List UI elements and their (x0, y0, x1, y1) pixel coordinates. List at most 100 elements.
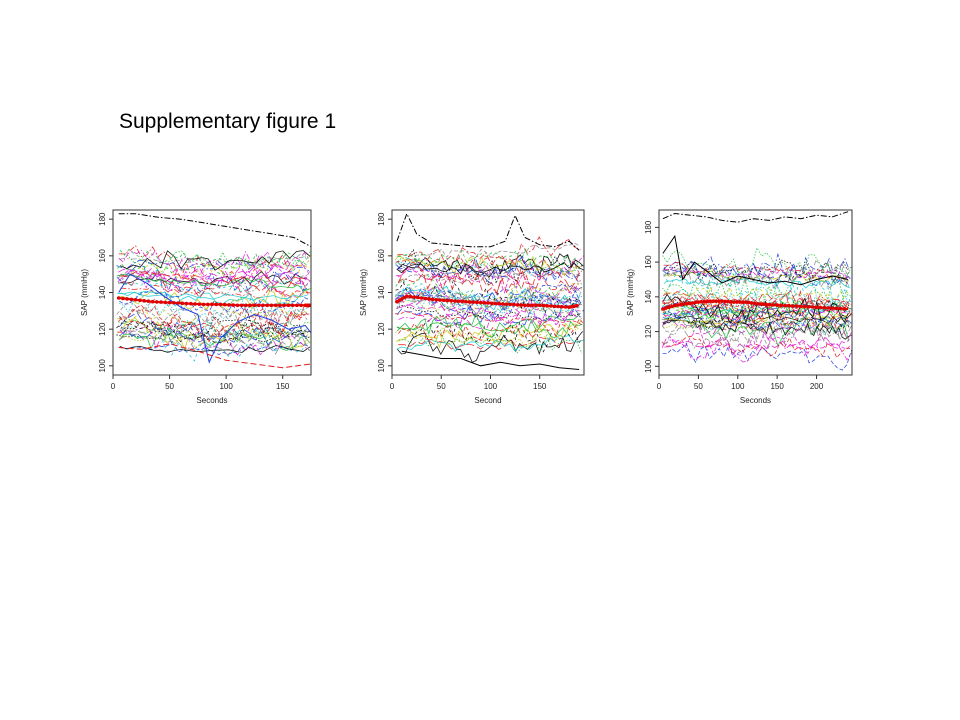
subject-series-line (394, 283, 583, 301)
mean-point (822, 305, 827, 310)
mean-point (159, 300, 163, 304)
mean-point (201, 302, 206, 307)
mean-point (445, 298, 450, 303)
mean-point (549, 304, 553, 308)
mean-point (193, 302, 197, 306)
mean-point (693, 300, 698, 305)
y-tick-label: 120 (377, 322, 386, 336)
mean-point (723, 299, 727, 304)
mean-point (667, 305, 671, 310)
highlighted-series-line (118, 343, 311, 369)
subject-series-line (116, 259, 310, 275)
mean-point (795, 304, 799, 308)
mean-point (456, 299, 461, 303)
subject-series-line (397, 242, 580, 259)
mean-point (423, 296, 427, 301)
subject-series-line (119, 293, 310, 330)
subject-series-line (395, 273, 580, 307)
mean-point (214, 302, 218, 307)
mean-point (412, 295, 416, 299)
subject-series-line (663, 265, 850, 289)
subject-series-line (664, 300, 851, 321)
subject-series-line (117, 326, 309, 345)
mean-point (408, 294, 413, 299)
subject-series-line (398, 329, 583, 354)
mean-point (755, 302, 760, 306)
mean-point (664, 306, 668, 310)
mean-point (783, 303, 787, 308)
mean-point (791, 304, 795, 308)
mean-point (467, 300, 472, 304)
subject-series-line (119, 311, 307, 341)
subject-series-line (663, 259, 851, 281)
subject-series-line (662, 322, 848, 332)
subject-series-line (117, 270, 309, 297)
subject-series-line (120, 284, 311, 299)
mean-point (121, 296, 125, 301)
chart-panel-1: 0 50 100 150 100 120 140 160 180 Seconds SAP (mmHg… (70, 200, 320, 420)
subject-series-line (118, 268, 311, 285)
mean-point (231, 303, 235, 307)
mean-point (244, 303, 248, 308)
mean-point (761, 302, 766, 306)
subject-series-line (117, 290, 308, 301)
mean-point (726, 299, 730, 304)
mean-point (416, 295, 420, 300)
subject-series-line (664, 337, 850, 353)
mean-point (740, 300, 745, 304)
x-tick-label: 150 (276, 382, 290, 391)
subject-series-line (663, 277, 851, 289)
highlighted-series-line (118, 213, 311, 248)
mean-point (684, 302, 689, 306)
mean-point (210, 302, 214, 307)
mean-point (163, 300, 168, 305)
mean-point (438, 298, 442, 302)
mean-point (508, 302, 512, 307)
mean-point (184, 301, 189, 306)
mean-point (552, 304, 557, 309)
subject-series-line (398, 290, 582, 323)
subject-series-line (119, 270, 307, 285)
subject-series-line (120, 328, 308, 362)
mean-point (842, 307, 846, 311)
subject-series-line (662, 336, 852, 363)
mean-point (720, 299, 724, 303)
mean-point (430, 297, 435, 302)
y-tick-label: 120 (98, 322, 107, 336)
mean-point (167, 300, 172, 305)
chart-svg-2: 0 50 100 150 100 120 140 160 180 Second SAP (mmHg) (359, 209, 585, 405)
y-tick-label: 160 (98, 249, 107, 263)
series-group (116, 213, 311, 369)
subject-series-line (663, 285, 850, 302)
subject-series-line (661, 335, 852, 359)
y-axis-label: SAP (mmHg) (626, 269, 635, 316)
mean-point (764, 302, 769, 307)
mean-point (497, 301, 501, 306)
subject-series-line (120, 270, 308, 288)
chart-panel-3: 0 50 100 150 200 100 120 140 160 180 Seconds SAP (m… (619, 200, 859, 420)
chart-svg-1: 0 50 100 150 100 120 140 160 180 Seconds SAP (mmHg… (80, 209, 312, 405)
mean-point (523, 303, 527, 308)
mean-point (256, 303, 261, 308)
mean-point (512, 302, 516, 307)
x-tick-label: 50 (694, 382, 703, 391)
y-tick-label: 180 (98, 212, 107, 226)
mean-point (405, 294, 409, 298)
subject-series-line (119, 330, 310, 356)
mean-point (441, 298, 446, 303)
mean-point (265, 303, 269, 308)
subject-series-line (396, 261, 584, 275)
mean-point (743, 300, 748, 304)
mean-point (150, 299, 155, 304)
mean-point (125, 297, 129, 301)
mean-point (818, 305, 823, 310)
mean-point (286, 303, 291, 308)
mean-point (278, 303, 282, 308)
mean-point (574, 304, 579, 308)
subject-series-line (398, 299, 581, 318)
mean-point (197, 302, 202, 306)
subject-series-line (663, 311, 850, 325)
mean-point (802, 304, 807, 309)
x-tick-label: 100 (731, 382, 745, 391)
mean-point (799, 304, 803, 309)
